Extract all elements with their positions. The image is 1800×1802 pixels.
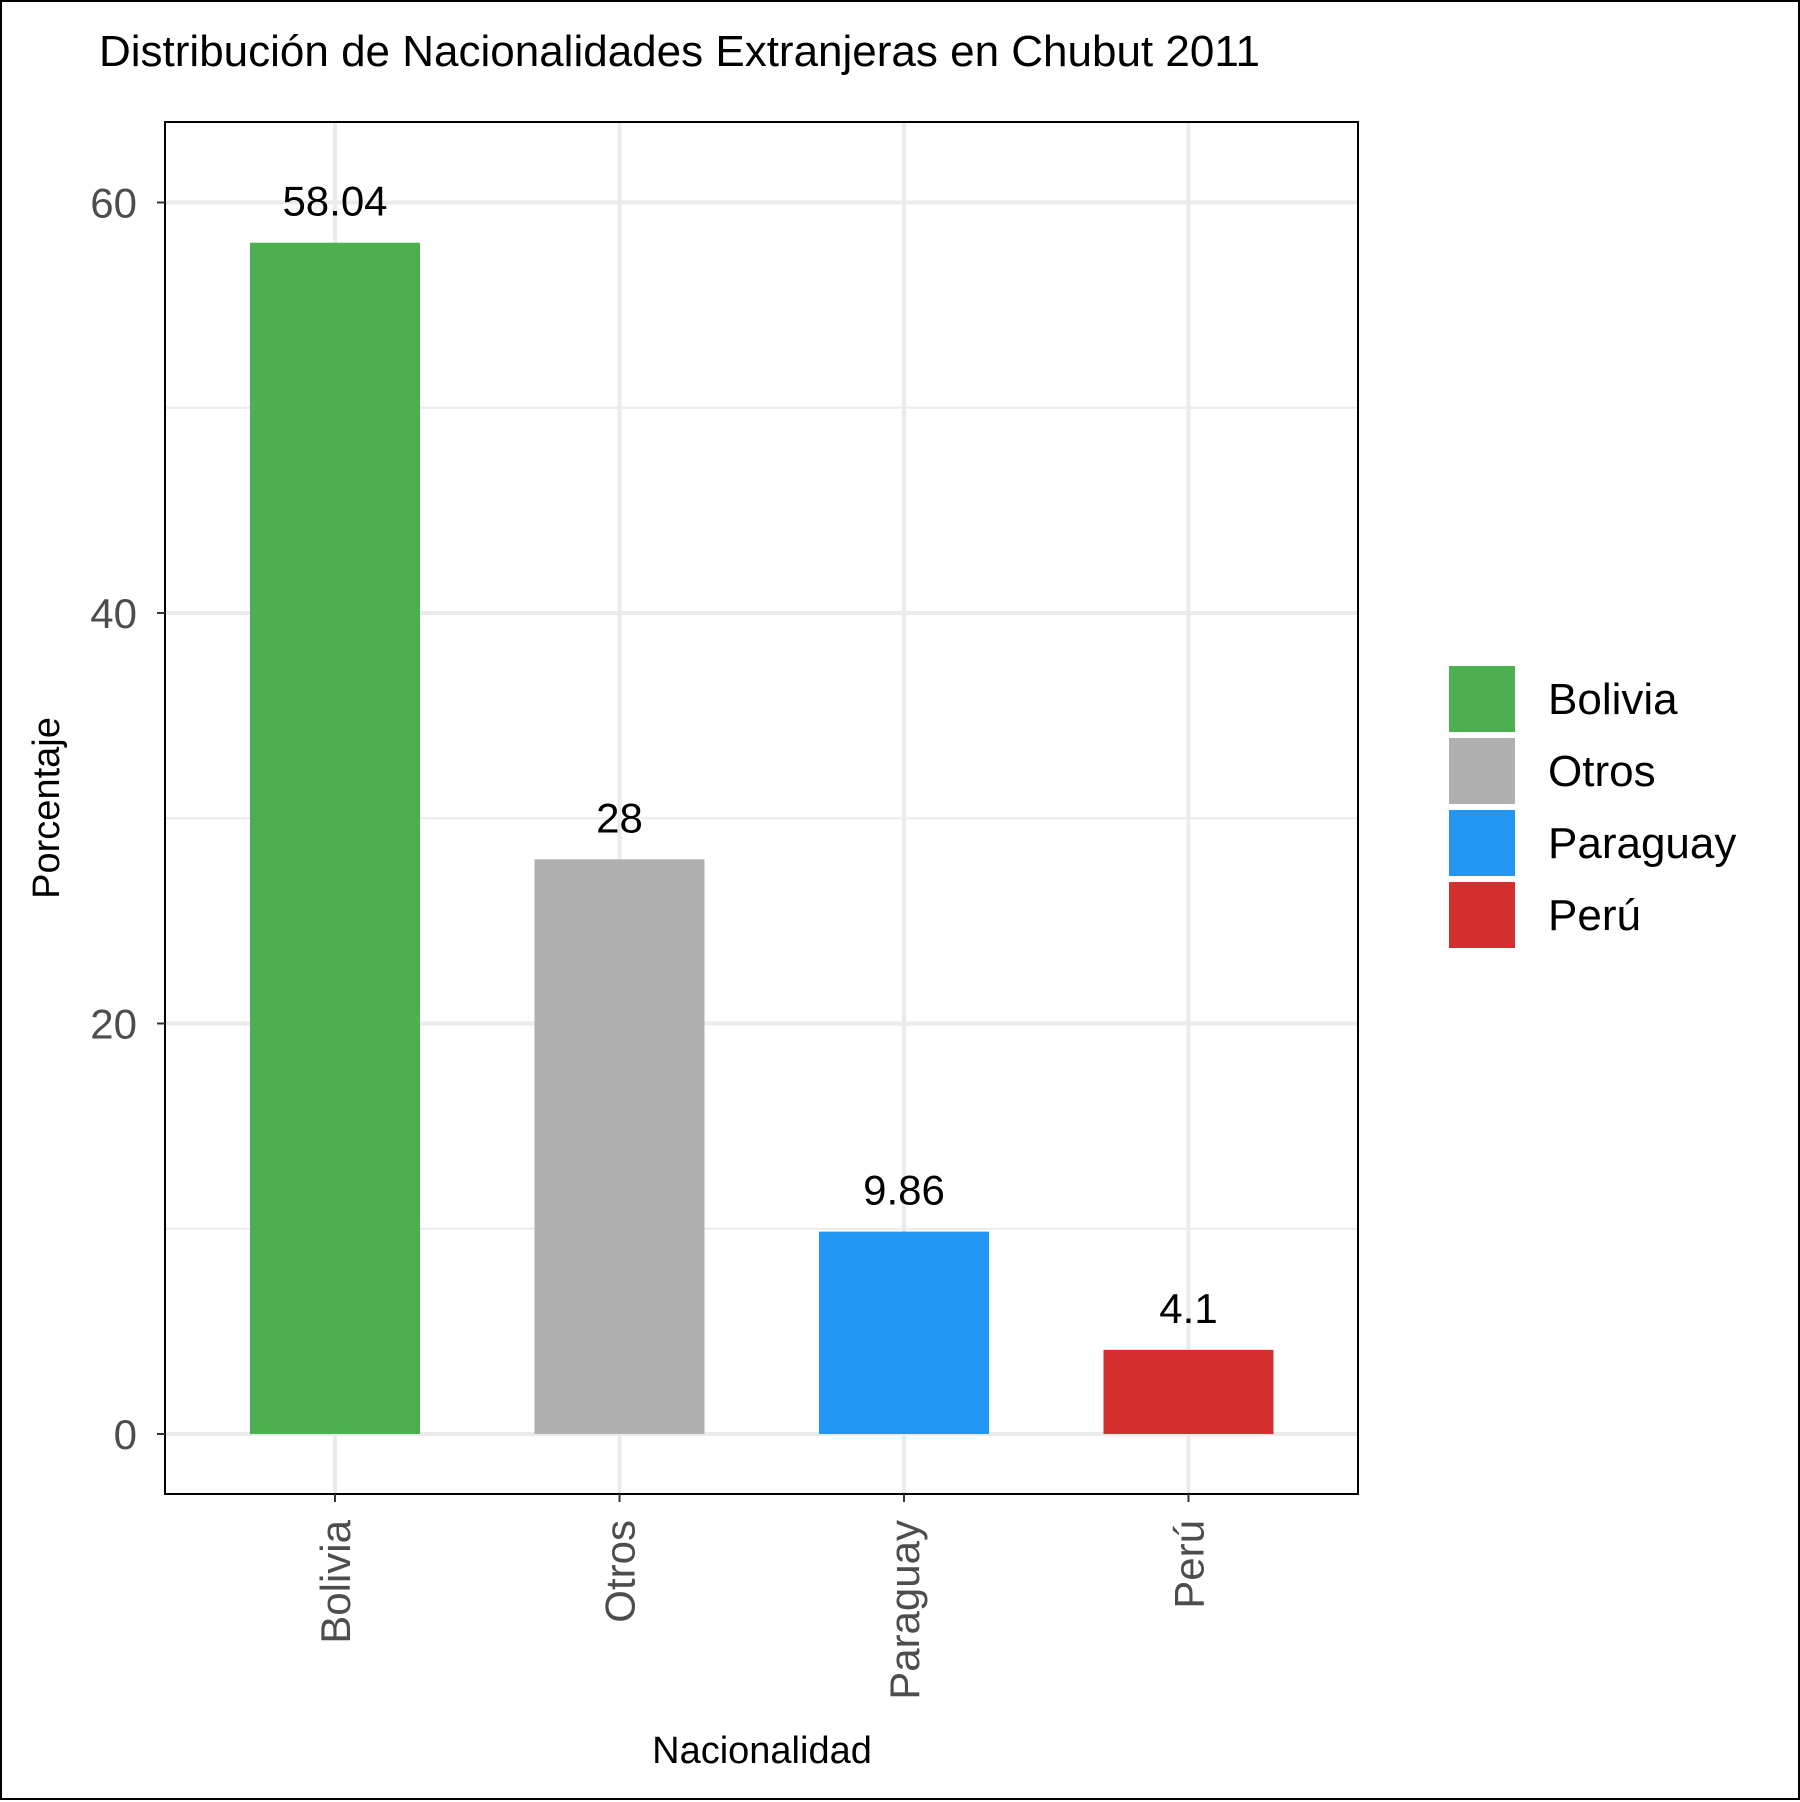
x-tick-label: Bolivia [312, 1519, 359, 1643]
x-axis-title: Nacionalidad [652, 1730, 872, 1772]
bar-perú [1103, 1349, 1274, 1434]
bar-otros [534, 859, 705, 1434]
data-label: 58.04 [282, 178, 387, 225]
legend-key [1449, 738, 1515, 804]
data-label: 9.86 [863, 1167, 945, 1214]
y-tick-label: 40 [90, 590, 137, 637]
x-tick-label: Paraguay [881, 1520, 928, 1700]
bars [250, 242, 1274, 1434]
chart-title: Distribución de Nacionalidades Extranjer… [99, 27, 1260, 76]
legend-key [1449, 882, 1515, 948]
y-axis-title: Porcentaje [26, 717, 68, 899]
y-tick-label: 60 [90, 180, 137, 227]
plot-border [164, 121, 1359, 1495]
legend-key [1449, 666, 1515, 732]
y-tick-label: 0 [114, 1411, 137, 1458]
bar-paraguay [819, 1231, 989, 1434]
bar-bolivia [250, 242, 420, 1434]
legend-label: Otros [1548, 747, 1656, 796]
y-tick-label: 20 [90, 1001, 137, 1048]
data-label: 4.1 [1159, 1285, 1217, 1332]
legend-key [1449, 810, 1515, 876]
x-tick-label: Perú [1166, 1520, 1213, 1609]
legend-label: Perú [1548, 891, 1641, 940]
legend: Bolivia Otros Paraguay Perú [1449, 666, 1736, 948]
data-label: 28 [596, 794, 643, 841]
y-axis: 0 20 40 60 [90, 180, 165, 1458]
data-labels: 58.04 28 9.86 4.1 [282, 178, 1217, 1332]
x-tick-label: Otros [597, 1520, 644, 1623]
legend-label: Bolivia [1548, 675, 1678, 724]
legend-label: Paraguay [1548, 819, 1736, 868]
x-axis: Bolivia Otros Paraguay Perú [312, 1494, 1213, 1700]
